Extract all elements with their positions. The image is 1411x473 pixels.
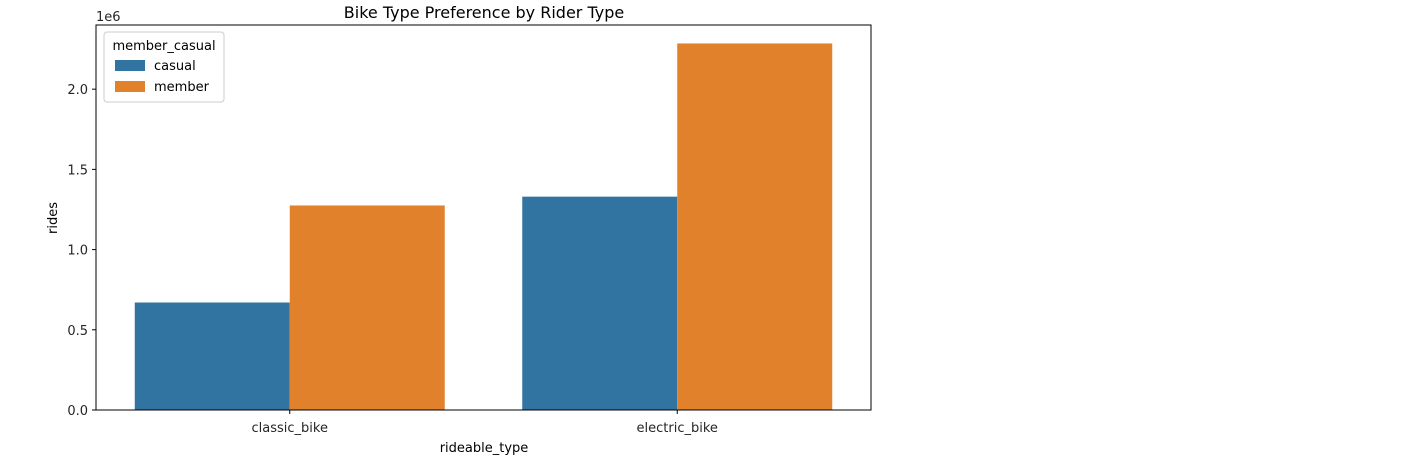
legend-swatch-member: [115, 81, 145, 92]
bars-group: [134, 43, 833, 411]
chart-title: Bike Type Preference by Rider Type: [344, 3, 624, 22]
bar-member-electric_bike: [677, 43, 833, 411]
bar-casual-electric_bike: [522, 196, 678, 410]
axes-group: 0.0 0.5 1.0 1.5 2.0 classic_bike electric_bike: [67, 24, 872, 436]
x-axis-label: rideable_type: [440, 441, 529, 456]
legend-label-member: member: [154, 80, 210, 95]
y-tick-label: 2.0: [67, 83, 88, 98]
y-tick-label: 1.5: [67, 163, 88, 178]
legend-label-casual: casual: [154, 59, 196, 74]
legend: member_casual casual member: [103, 31, 225, 103]
plot-frame: [95, 24, 872, 411]
legend-title: member_casual: [112, 39, 215, 54]
bar-member-classic_bike: [289, 205, 445, 410]
y-tick-label: 0.5: [67, 324, 88, 339]
y-tick-label: 0.0: [67, 404, 88, 419]
y-axis-scale-label: 1e6: [96, 10, 121, 25]
x-tick-label: electric_bike: [637, 421, 718, 436]
y-axis-label: rides: [46, 202, 61, 234]
bar-casual-classic_bike: [134, 302, 290, 410]
legend-swatch-casual: [115, 60, 145, 71]
y-tick-label: 1.0: [67, 244, 88, 259]
x-tick-label: classic_bike: [252, 421, 328, 436]
